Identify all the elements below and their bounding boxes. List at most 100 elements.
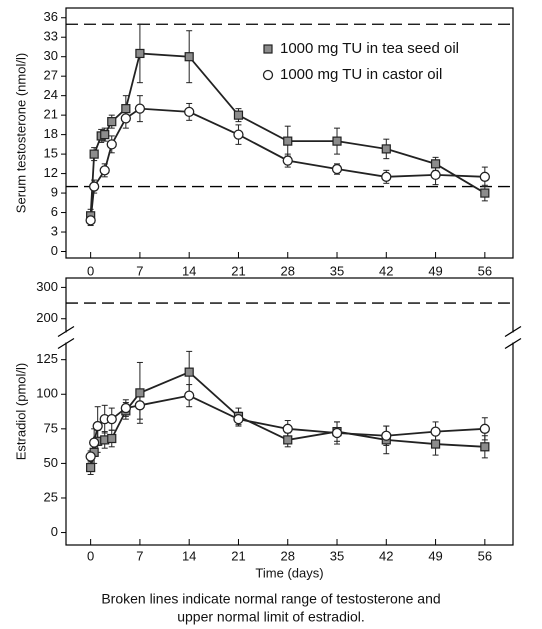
data-point bbox=[184, 52, 194, 62]
data-point bbox=[120, 113, 131, 124]
axis-break-gap bbox=[507, 332, 519, 343]
data-point bbox=[233, 129, 244, 140]
data-point bbox=[331, 163, 343, 175]
data-point bbox=[184, 367, 194, 377]
data-point bbox=[99, 165, 110, 176]
legend-label: 1000 mg TU in castor oil bbox=[280, 66, 442, 83]
y-tick-label: 33 bbox=[44, 29, 58, 44]
x-tick-label: 28 bbox=[281, 263, 295, 278]
data-point bbox=[381, 171, 392, 182]
data-point bbox=[85, 451, 96, 462]
data-point bbox=[89, 437, 100, 448]
caption: Broken lines indicate normal range of te… bbox=[101, 591, 440, 607]
y-tick-label: 6 bbox=[51, 204, 58, 219]
y-tick-label: 0 bbox=[51, 524, 58, 539]
data-point bbox=[100, 130, 110, 140]
x-tick-label: 35 bbox=[330, 263, 344, 278]
y-axis-label: Serum testosterone (nmol/l) bbox=[13, 53, 28, 213]
y-tick-label: 50 bbox=[44, 455, 58, 470]
y-tick-label: 300 bbox=[36, 279, 58, 294]
data-point bbox=[107, 433, 117, 444]
y-tick-label: 9 bbox=[51, 185, 58, 200]
data-point bbox=[381, 430, 392, 441]
data-point bbox=[134, 400, 146, 411]
data-point bbox=[120, 402, 131, 414]
data-point bbox=[107, 117, 117, 127]
data-point bbox=[283, 136, 293, 146]
x-tick-label: 56 bbox=[478, 548, 492, 563]
data-point bbox=[121, 104, 131, 114]
data-point bbox=[135, 48, 145, 59]
x-tick-label: 49 bbox=[428, 548, 442, 563]
x-tick-label: 28 bbox=[281, 548, 295, 563]
y-tick-label: 75 bbox=[44, 420, 58, 435]
x-tick-label: 21 bbox=[231, 548, 245, 563]
data-point bbox=[430, 439, 441, 449]
x-tick-label: 0 bbox=[87, 263, 94, 278]
data-point bbox=[430, 169, 441, 181]
data-point bbox=[89, 181, 100, 192]
y-tick-label: 36 bbox=[44, 9, 58, 24]
x-tick-label: 7 bbox=[136, 548, 143, 563]
axis-break bbox=[57, 325, 75, 338]
x-tick-label: 0 bbox=[87, 548, 94, 563]
data-point bbox=[479, 171, 490, 182]
data-point bbox=[430, 426, 441, 437]
data-point bbox=[332, 136, 342, 146]
axis-break-gap bbox=[60, 332, 72, 343]
y-tick-label: 24 bbox=[44, 87, 58, 102]
x-tick-label: 42 bbox=[379, 548, 393, 563]
data-point bbox=[89, 149, 99, 159]
axis-break bbox=[504, 325, 522, 338]
x-tick-label: 14 bbox=[182, 263, 196, 278]
series-line bbox=[89, 371, 485, 468]
axis-break bbox=[504, 337, 522, 350]
data-point bbox=[135, 388, 145, 398]
data-point bbox=[282, 423, 293, 434]
y-tick-label: 12 bbox=[44, 165, 58, 180]
data-point bbox=[92, 420, 103, 432]
x-tick-label: 49 bbox=[428, 263, 442, 278]
data-point bbox=[184, 390, 195, 401]
data-point bbox=[479, 423, 490, 434]
plot-frame bbox=[65, 7, 514, 259]
data-point bbox=[86, 462, 96, 473]
plot-frame bbox=[65, 277, 514, 546]
data-point bbox=[85, 215, 96, 226]
y-axis-label: Estradiol (pmol/l) bbox=[13, 363, 28, 461]
y-tick-label: 200 bbox=[36, 310, 58, 325]
x-tick-label: 14 bbox=[182, 548, 196, 563]
data-point bbox=[233, 413, 244, 425]
data-point bbox=[134, 103, 146, 114]
x-tick-label: 21 bbox=[231, 263, 245, 278]
legend-marker bbox=[262, 69, 274, 81]
data-point bbox=[480, 442, 490, 452]
legend-marker bbox=[263, 44, 273, 54]
data-point bbox=[184, 106, 195, 118]
x-tick-label: 35 bbox=[330, 548, 344, 563]
y-tick-label: 3 bbox=[51, 223, 58, 238]
data-point bbox=[381, 144, 391, 154]
data-point bbox=[283, 435, 293, 445]
y-tick-label: 125 bbox=[36, 351, 58, 366]
y-tick-label: 100 bbox=[36, 386, 58, 401]
y-tick-label: 0 bbox=[51, 243, 58, 258]
x-tick-label: 56 bbox=[478, 263, 492, 278]
data-point bbox=[331, 427, 343, 439]
data-point bbox=[106, 139, 117, 150]
x-tick-label: 42 bbox=[379, 263, 393, 278]
y-tick-label: 25 bbox=[44, 489, 58, 504]
x-tick-label: 7 bbox=[136, 263, 143, 278]
y-tick-label: 27 bbox=[44, 68, 58, 83]
axis-break bbox=[57, 337, 75, 350]
x-axis-label: Time (days) bbox=[255, 565, 323, 580]
y-tick-label: 21 bbox=[44, 107, 58, 122]
data-point bbox=[282, 155, 293, 166]
y-tick-label: 30 bbox=[44, 48, 58, 63]
y-tick-label: 18 bbox=[44, 126, 58, 141]
data-point bbox=[430, 159, 441, 169]
data-point bbox=[233, 110, 244, 120]
data-point bbox=[106, 413, 117, 425]
data-point bbox=[480, 188, 490, 198]
